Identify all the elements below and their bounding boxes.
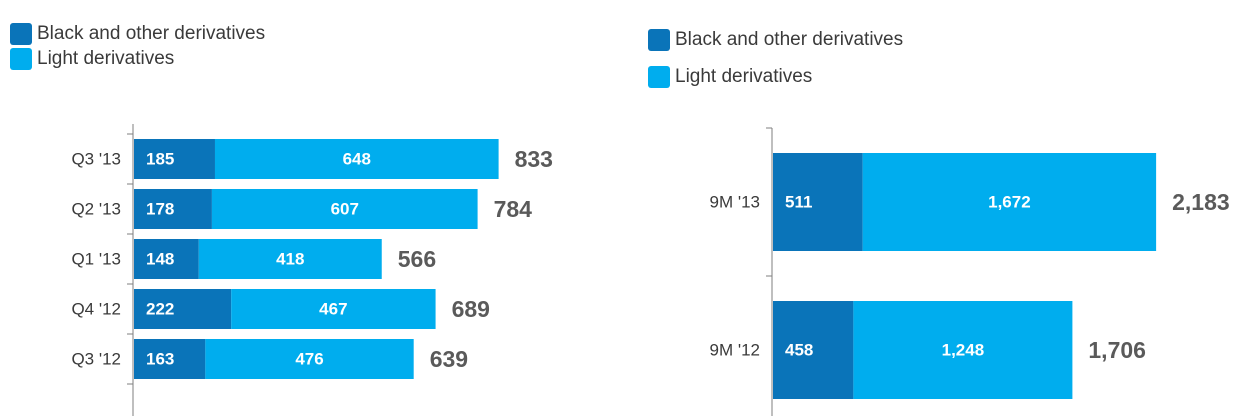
bar-segment-black xyxy=(134,289,232,329)
legend-label-light: Light derivatives xyxy=(37,47,175,69)
bar-segment-light xyxy=(205,339,414,379)
segment-label-black: 148 xyxy=(146,250,174,269)
segment-label-light: 467 xyxy=(319,300,347,319)
segment-label-black: 458 xyxy=(785,341,813,360)
segment-label-light: 648 xyxy=(343,150,371,169)
segment-label-black: 511 xyxy=(785,193,812,212)
total-label: 1,706 xyxy=(1088,337,1146,363)
legend-item-black: Black and other derivatives xyxy=(10,21,265,46)
total-label: 784 xyxy=(494,196,533,222)
bar-segment-light xyxy=(853,301,1073,399)
bar-segment-black xyxy=(773,153,863,251)
legend-label-black: Black and other derivatives xyxy=(675,28,904,50)
total-label: 639 xyxy=(430,346,468,372)
bar-segment-light xyxy=(231,289,436,329)
legend-right: Black and other derivatives Light deriva… xyxy=(648,21,903,95)
bar-segment-light xyxy=(862,153,1157,251)
segment-label-light: 418 xyxy=(276,250,304,269)
segment-label-light: 1,672 xyxy=(988,193,1031,212)
legend-label-light: Light derivatives xyxy=(675,65,813,87)
legend-swatch-black xyxy=(648,28,670,51)
category-label: 9M '12 xyxy=(710,341,761,360)
category-label: Q4 '12 xyxy=(71,300,121,319)
legend-swatch-black xyxy=(10,22,32,45)
total-label: 2,183 xyxy=(1172,189,1230,215)
total-label: 689 xyxy=(452,296,490,322)
segment-label-black: 178 xyxy=(146,200,174,219)
total-label: 833 xyxy=(515,146,553,172)
bar-segment-light xyxy=(198,239,382,279)
bar-segment-black xyxy=(134,189,212,229)
legend-swatch-light xyxy=(648,65,670,88)
segment-label-black: 185 xyxy=(146,150,174,169)
category-label: Q3 '12 xyxy=(71,350,121,369)
legend-label-black: Black and other derivatives xyxy=(37,22,266,44)
legend-item-black: Black and other derivatives xyxy=(648,21,903,58)
bar-segment-light xyxy=(214,139,499,179)
segment-label-light: 476 xyxy=(295,350,323,369)
legend-item-light: Light derivatives xyxy=(10,46,265,71)
bar-segment-black xyxy=(134,239,199,279)
total-label: 566 xyxy=(398,246,436,272)
segment-label-black: 163 xyxy=(146,350,174,369)
bar-segment-light xyxy=(211,189,478,229)
category-label: Q3 '13 xyxy=(71,150,121,169)
category-label: 9M '13 xyxy=(710,193,761,212)
segment-label-black: 222 xyxy=(146,300,174,319)
segment-label-light: 1,248 xyxy=(942,341,985,360)
legend-left: Black and other derivatives Light deriva… xyxy=(10,21,265,71)
legend-item-light: Light derivatives xyxy=(648,58,903,95)
category-label: Q2 '13 xyxy=(71,200,121,219)
segment-label-light: 607 xyxy=(331,200,359,219)
bar-segment-black xyxy=(134,339,206,379)
bar-segment-black xyxy=(134,139,215,179)
category-label: Q1 '13 xyxy=(71,250,121,269)
legend-swatch-light xyxy=(10,47,32,70)
bar-segment-black xyxy=(773,301,854,399)
